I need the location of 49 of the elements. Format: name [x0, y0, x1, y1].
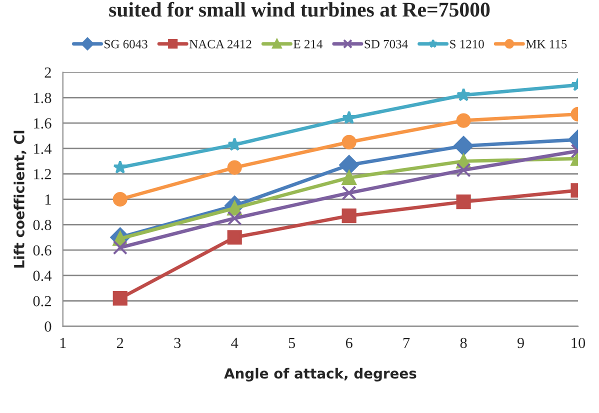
x-tick-label: 3 — [174, 338, 181, 348]
legend-label: NACA 2412 — [189, 40, 252, 48]
point — [456, 194, 471, 210]
x-tick-label: 8 — [460, 338, 467, 348]
point — [454, 136, 474, 156]
y-tick-label: 1.2 — [34, 169, 51, 180]
x-tick-label: 2 — [116, 338, 124, 348]
y-tick-label: 0.8 — [33, 220, 52, 230]
point — [342, 208, 356, 224]
y-tick-label: 0.6 — [33, 245, 52, 256]
x-tick-label: 5 — [288, 338, 296, 348]
x-tick-label: 4 — [231, 338, 238, 348]
point — [113, 160, 128, 174]
point — [227, 211, 242, 226]
point — [112, 240, 128, 255]
y-tick-label: 1.4 — [34, 144, 52, 154]
legend-label: E 214 — [294, 40, 323, 48]
x-tick-label: 6 — [346, 338, 352, 348]
point — [342, 134, 356, 150]
y-tick-label: 0.2 — [33, 296, 51, 306]
point — [228, 137, 242, 151]
x-axis-title: Angle of attack, degrees — [224, 368, 416, 382]
y-tick-label: 2 — [44, 67, 51, 78]
y-tick-label: 1 — [45, 194, 51, 205]
legend-label: SG 6043 — [104, 40, 148, 48]
x-tick-label: 10 — [572, 338, 586, 348]
point — [456, 88, 471, 102]
point — [227, 160, 242, 175]
x-tick-label: 7 — [404, 338, 410, 348]
y-tick-label: 1.6 — [34, 118, 52, 129]
point — [456, 113, 471, 128]
x-tick-label: 9 — [517, 338, 524, 348]
point — [342, 170, 356, 185]
y-tick-label: 1.8 — [34, 92, 52, 104]
point — [112, 291, 128, 306]
point — [339, 155, 359, 175]
legend-label: SD 7034 — [364, 40, 408, 48]
y-tick-label: 0 — [44, 321, 52, 332]
y-tick-label: 0.4 — [33, 270, 52, 281]
point — [456, 162, 471, 178]
point — [112, 192, 128, 207]
point — [342, 110, 356, 124]
legend-label: S 1210 — [450, 40, 484, 48]
chart-title: suited for small wind turbines at Re=75000 — [109, 2, 490, 17]
point — [342, 186, 356, 200]
point — [227, 230, 242, 245]
legend-label: MK 115 — [526, 40, 567, 48]
y-axis-title: Lift coefficient, Cl — [14, 130, 26, 268]
x-tick-label: 1 — [60, 338, 66, 348]
